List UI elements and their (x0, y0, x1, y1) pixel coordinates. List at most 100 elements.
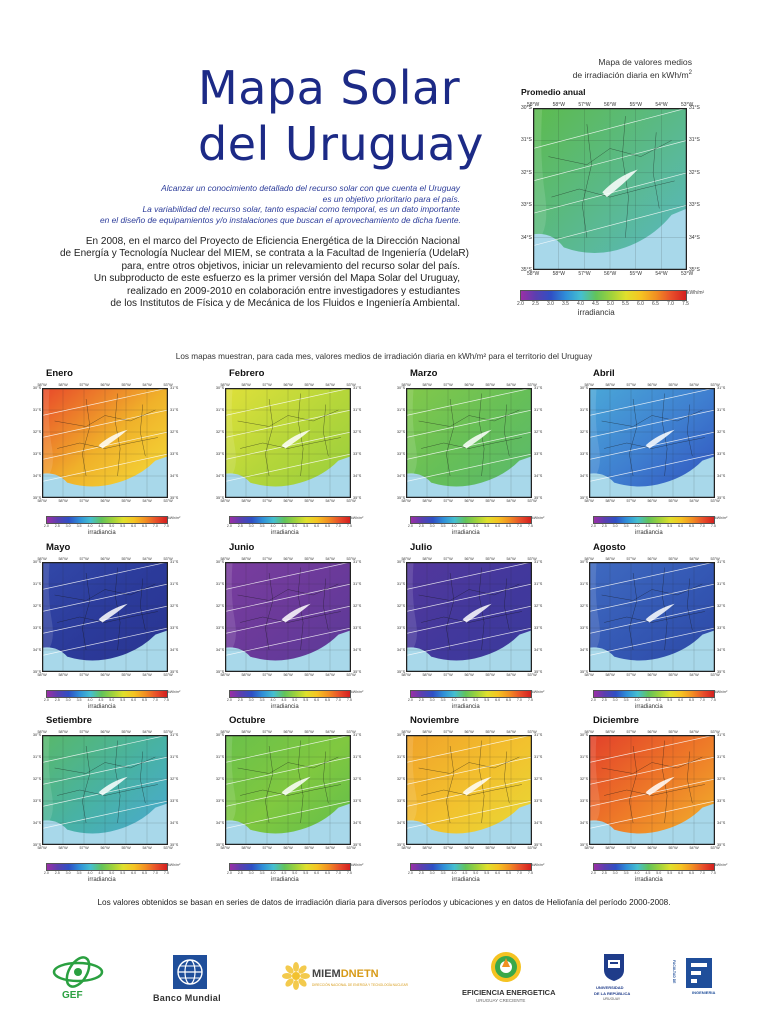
department-border (421, 437, 522, 449)
river-lake (645, 603, 675, 623)
colorbar-tick-label: 3.0 (612, 524, 618, 528)
department-border (418, 756, 520, 774)
lon-tick-label: 54°W (325, 383, 335, 388)
lon-tick-label: 57°W (79, 499, 89, 503)
river-lake (281, 603, 311, 623)
colorbar-tick-label: 2.5 (237, 871, 243, 875)
colorbar-tick-label: 6.5 (325, 871, 331, 875)
colorbar-tick-label: 5.5 (484, 524, 490, 528)
colorbar-tick-label: 3.5 (76, 698, 82, 702)
lon-tick-label: 56°W (647, 730, 657, 735)
lon-tick-label: 55°W (668, 499, 678, 503)
colorbar-tick-label: 4.5 (645, 698, 651, 702)
department-border (601, 756, 703, 774)
colorbar-tick-label: 6.5 (689, 524, 695, 528)
lon-tick-label: 53°W (346, 383, 356, 388)
colorbar-tick-label: 7.5 (346, 871, 352, 875)
colorbar-tick-label: 5.0 (607, 301, 614, 307)
lon-tick-label: 58°W (422, 499, 432, 503)
lat-tick-label: 32°S (215, 429, 225, 434)
colorbar-tick-label: 3.0 (429, 698, 435, 702)
colorbar-tick-label: 5.0 (109, 698, 115, 702)
lon-tick-label: 56°W (283, 673, 293, 677)
lat-tick-label: 33°S (717, 625, 726, 630)
colorbar-tick-label: 7.0 (699, 698, 705, 702)
lon-tick-label: 55°W (304, 673, 314, 677)
colorbar-tick-label: 2.0 (517, 301, 524, 307)
colorbar-unit: kWh/m² (351, 863, 364, 867)
colorbar-tick-label: 5.0 (473, 698, 479, 702)
lon-tick-label: 58°W (584, 730, 594, 735)
lat-tick-label: 33°S (521, 202, 532, 209)
lat-tick-label: 32°S (353, 603, 362, 608)
contour-line (225, 735, 351, 763)
lon-tick-label: 53°W (527, 383, 537, 388)
lat-tick-label: 34°S (170, 820, 179, 825)
colorbar-tick-label: 7.5 (346, 698, 352, 702)
department-border (504, 751, 510, 804)
lon-tick-label: 56°W (647, 846, 657, 850)
colorbar-tick-label: 6.0 (131, 698, 137, 702)
miem-text: MIEM (312, 968, 341, 980)
lat-tick-label: 35°S (579, 842, 589, 847)
body-line: Un subproducto de este esfuerzo es la pr… (93, 273, 460, 285)
lon-tick-label: 56°W (647, 499, 657, 503)
contour-line (406, 583, 532, 612)
lat-tick-label: 30°S (396, 385, 406, 390)
ocean-area (406, 630, 532, 672)
colorbar-title: irradiancia (635, 703, 663, 710)
lon-tick-label: 53°W (527, 846, 537, 850)
lon-tick-label: 54°W (325, 730, 335, 735)
colorbar-tick-label: 2.5 (601, 871, 607, 875)
body-line: En 2008, en el marco del Proyecto de Efi… (85, 236, 460, 247)
map-frame (589, 562, 715, 672)
lon-tick-label: 54°W (142, 846, 152, 850)
map-plot (42, 735, 168, 845)
lon-tick-label: 54°W (506, 499, 516, 503)
lon-tick-label: 55°W (629, 271, 642, 277)
lon-tick-label: 57°W (79, 383, 89, 388)
colorbar-tick-label: 4.0 (634, 524, 640, 528)
lat-tick-label: 32°S (396, 603, 406, 608)
department-border (237, 409, 339, 427)
colorbar-tick-label: 3.5 (623, 871, 629, 875)
lat-tick-label: 31°S (396, 754, 406, 759)
colorbar-tick-label: 5.0 (292, 524, 298, 528)
department-border (687, 578, 693, 631)
lon-tick-label: 55°W (121, 499, 131, 503)
lon-tick-label: 56°W (647, 383, 657, 388)
lat-tick-label: 33°S (170, 451, 179, 456)
lat-tick-label: 32°S (717, 603, 726, 608)
contour-line (225, 800, 351, 829)
colorbar-tick-label: 2.5 (418, 871, 424, 875)
department-border (82, 398, 91, 477)
department-border (265, 745, 274, 824)
lat-tick-label: 34°S (534, 647, 543, 652)
lat-tick-label: 31°S (396, 407, 406, 412)
neighbor-territory (589, 735, 600, 821)
department-border (548, 140, 672, 165)
lat-tick-label: 32°S (534, 429, 543, 434)
month-name: Octubre (229, 715, 266, 726)
lat-tick-label: 31°S (353, 581, 362, 586)
lat-tick-label: 31°S (534, 407, 543, 412)
colorbar-tick-label: 6.0 (495, 524, 501, 528)
lat-tick-label: 34°S (32, 473, 42, 478)
lon-tick-label: 56°W (464, 673, 474, 677)
map-plot (225, 388, 351, 498)
colorbar-unit: kWh/m² (532, 863, 545, 867)
lon-tick-label: 55°W (668, 730, 678, 735)
lon-tick-label: 58°W (58, 673, 68, 677)
lon-tick-label: 58°W (220, 557, 230, 562)
lon-tick-label: 53°W (710, 846, 720, 850)
lon-tick-label: 57°W (262, 557, 272, 562)
department-border (237, 756, 339, 774)
colorbar-tick-label: 3.5 (623, 698, 629, 702)
udelar-line-2: DE LA REPÚBLICA (594, 991, 631, 996)
lon-tick-label: 56°W (283, 557, 293, 562)
lon-tick-label: 53°W (527, 499, 537, 503)
lat-tick-label: 33°S (32, 625, 42, 630)
colorbar-tick-label: 4.0 (87, 698, 93, 702)
lon-tick-label: 58°W (241, 383, 251, 388)
lon-tick-label: 54°W (142, 730, 152, 735)
